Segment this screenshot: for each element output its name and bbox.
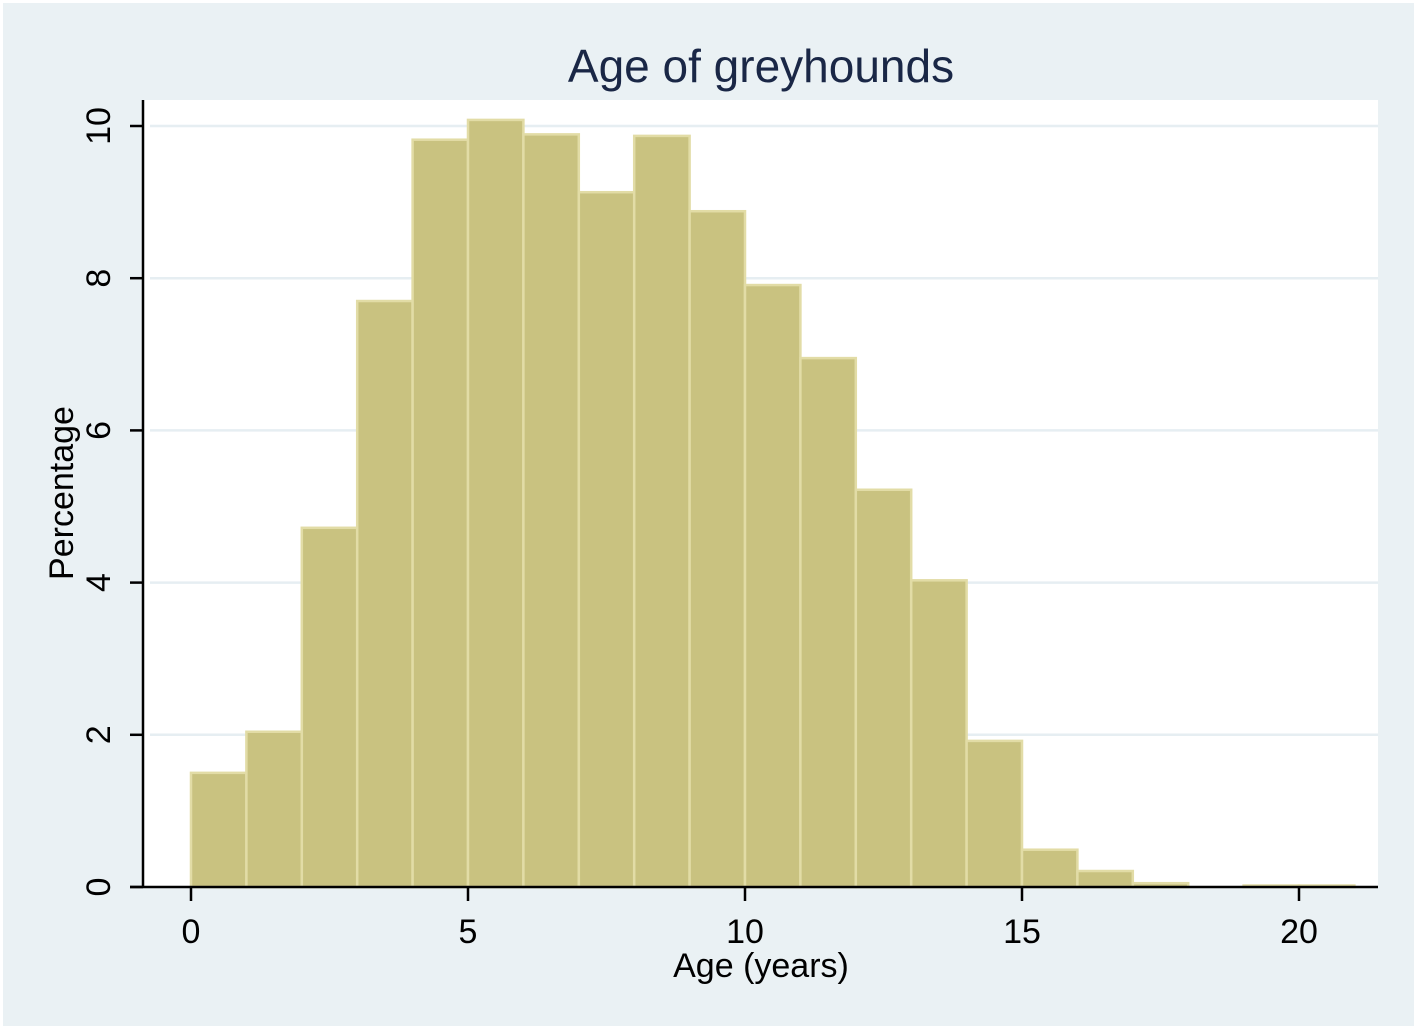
histogram-bar [854,488,913,889]
histogram-bar [1020,848,1079,889]
histogram-bar [743,283,802,889]
x-axis-title: Age (years) [673,947,849,985]
histogram-bars [189,118,1356,889]
x-tick-label: 10 [726,913,764,951]
y-tick-label: 0 [80,878,118,897]
y-tick-label: 6 [80,421,118,440]
y-tick-label: 10 [80,107,118,145]
y-axis-title: Percentage [43,406,81,580]
histogram-bar [965,739,1024,889]
x-axis-ticks: 0 5 10 15 20 [182,887,1318,951]
x-tick-label: 20 [1280,913,1318,951]
y-axis-ticks: 0 2 4 6 8 10 [80,107,143,896]
histogram-bar [411,138,470,889]
histogram-bar [909,579,968,889]
x-tick-label: 15 [1003,913,1041,951]
y-tick-label: 4 [80,573,118,592]
histogram-bar [245,730,304,889]
y-tick-label: 8 [80,269,118,288]
x-tick-label: 5 [459,913,478,951]
histogram-bar [466,118,525,889]
histogram-bar [189,771,248,889]
histogram-bar [300,526,359,889]
histogram-bar [799,356,858,889]
histogram-bar [577,190,636,889]
histogram-bar [632,134,691,889]
histogram-bar [688,209,747,889]
histogram-bar [1076,869,1135,889]
axes [130,100,1378,889]
histogram-bar [355,299,414,889]
histogram-bar [522,133,581,889]
x-tick-label: 0 [182,913,201,951]
y-tick-label: 2 [80,725,118,744]
chart-title: Age of greyhounds [568,40,954,92]
